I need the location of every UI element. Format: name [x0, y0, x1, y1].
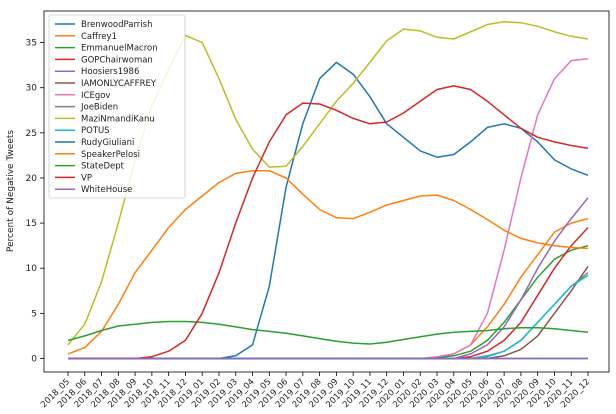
series-line-statedept: [67, 320, 589, 345]
legend-label: EmmanuelMacron: [81, 44, 158, 54]
legend-label: RudyGiuliani: [81, 138, 134, 148]
legend-label: ICEgov: [81, 91, 110, 101]
x-axis: 2018_052018_062018_072018_082018_092018_…: [39, 372, 592, 410]
legend-label: JoeBiden: [80, 103, 118, 113]
legend-label: Hoosiers1986: [81, 67, 139, 77]
y-tick-label: 10: [26, 264, 38, 274]
y-axis: 0 5 10 15 20 25 30 35: [26, 39, 44, 364]
legend-label: Caffrey1: [81, 32, 117, 42]
y-tick-label: 35: [26, 39, 37, 49]
y-tick-label: 15: [26, 219, 37, 229]
y-axis-label: Percent of Negative Tweets: [6, 130, 16, 252]
legend-label: BrenwoodParrish: [81, 20, 152, 30]
y-tick-label: 0: [31, 354, 37, 364]
legend-label: POTUS: [81, 126, 110, 136]
y-tick-label: 30: [26, 84, 38, 94]
legend-label: WhiteHouse: [81, 185, 132, 195]
legend-label: StateDept: [81, 162, 125, 172]
series-line-speakerpelosi: [67, 169, 589, 355]
y-tick-label: 20: [26, 174, 38, 184]
legend-label: SpeakerPelosi: [81, 150, 140, 160]
y-tick-label: 25: [26, 129, 37, 139]
legend-label: VP: [81, 173, 92, 183]
y-tick-label: 5: [31, 309, 37, 319]
series-line-vp: [68, 85, 589, 360]
legend-label: IAMONLYCAFFREY: [81, 79, 157, 89]
legend-box: [48, 14, 186, 199]
legend-label: GOPChairwoman: [81, 55, 153, 65]
legend: BrenwoodParrish Caffrey1 EmmanuelMacronGOP…: [48, 14, 186, 199]
legend-label: MaziNmandiKanu: [81, 114, 155, 124]
